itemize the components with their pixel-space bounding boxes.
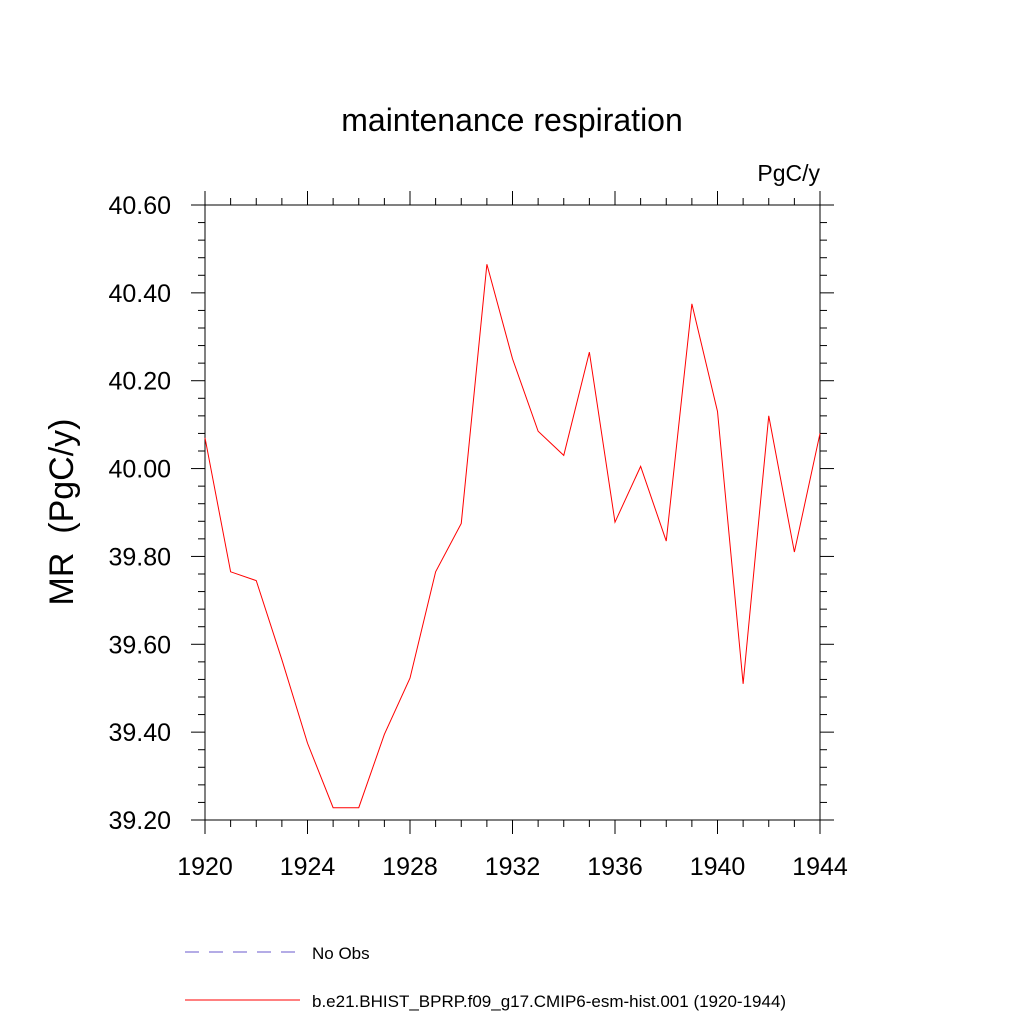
x-tick-label: 1936 <box>587 853 643 881</box>
y-tick-label: 40.60 <box>108 192 171 220</box>
x-tick-label: 1940 <box>690 853 746 881</box>
x-tick-label: 1924 <box>280 853 336 881</box>
y-tick-label: 39.60 <box>108 631 171 659</box>
series-line <box>204 264 821 809</box>
series-group <box>204 264 821 809</box>
axis-tick-labels: 1920 1924 1928 1932 1936 1940 1944 39.20 39.40 39… <box>108 192 847 881</box>
y-tick-label: 39.20 <box>108 807 171 835</box>
axis-ticks <box>191 191 834 834</box>
x-tick-label: 1944 <box>792 853 848 881</box>
y-axis-label: MR (PgC/y) <box>43 419 81 606</box>
x-tick-label: 1928 <box>382 853 438 881</box>
chart-title: maintenance respiration <box>341 102 683 138</box>
x-tick-label: 1932 <box>485 853 541 881</box>
legend: No Obs b.e21.BHIST_BPRP.f09_g17.CMIP6-esm… <box>185 944 786 1011</box>
legend-label: No Obs <box>312 944 370 963</box>
y-tick-label: 40.00 <box>108 456 171 484</box>
y-tick-label: 39.40 <box>108 719 171 747</box>
x-tick-label: 1920 <box>177 853 233 881</box>
legend-label: b.e21.BHIST_BPRP.f09_g17.CMIP6-esm-hist.… <box>312 992 786 1011</box>
y-tick-label: 40.20 <box>108 368 171 396</box>
y-tick-label: 40.40 <box>108 280 171 308</box>
units-label: PgC/y <box>757 160 820 186</box>
y-tick-label: 39.80 <box>108 543 171 571</box>
plot-frame <box>204 204 821 821</box>
